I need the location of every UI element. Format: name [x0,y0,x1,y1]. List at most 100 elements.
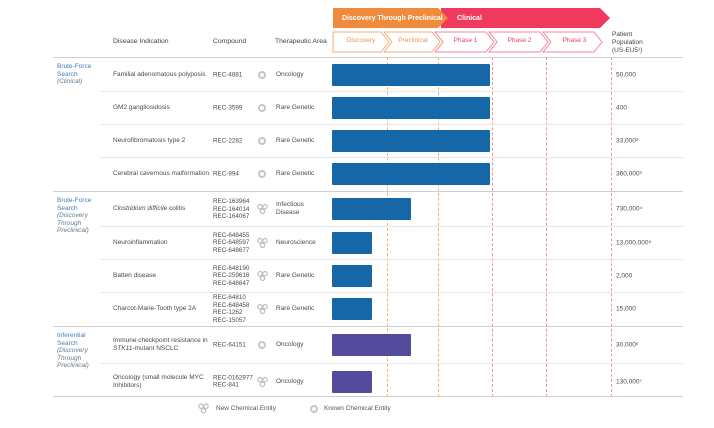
disease-indication: Clostridium difficile colitis [113,205,186,212]
new-chemical-entity-icon [198,403,209,414]
phase-label-phase-1: Phase 1 [453,37,478,44]
legend-label-known-chemical-entity: Known Chemical Entity [323,405,391,412]
pipeline-row: Immune checkpoint resistance in STK11-mu… [53,327,683,363]
patient-population-value: 13,000,000⁵ [616,239,652,246]
group-qualifier: (Discovery Through Preclinical) [57,347,89,369]
group-qualifier: (Discovery Through Preclinical) [57,212,89,234]
chevron-discovery [332,31,390,53]
therapeutic-area: Rare Genetic [276,103,315,111]
new-chemical-entity-icon [256,303,268,315]
pipeline-row: Batten disease REC-648190 REC-259618 REC-6… [53,259,683,292]
pipeline-row: Neurofibromatosis type 2 REC-2282 Rare G… [53,124,683,157]
group-title: Brute-Force Search [57,63,92,78]
entity-icon-slot [255,237,269,248]
compound-list: REC-648190 REC-259618 REC-648647 [213,264,250,287]
progress-bar [332,198,411,220]
compound-list: REC-64151 [213,341,246,349]
gridline-phase3-end [611,57,612,397]
entity-icon-slot [255,203,269,215]
patient-population-header: Patient Population (US-EU5¹) [612,31,686,55]
pipeline-row: GM2 gangliosidosis REC-3599 Rare Genetic… [53,91,683,124]
chevron-preclinical [382,31,441,53]
patient-population-value: 400 [616,104,627,111]
patient-population-header-line3: (US-EU5¹) [612,47,643,54]
disease-indication: Charcot-Marie-Tooth type 2A [113,305,197,312]
pipeline-group: Brute-Force Search (Clinical) Familial a… [53,57,683,191]
pipeline-row: Familial adenomatous polyposis REC-4881 … [53,58,683,91]
disease-indication: Neurofibromatosis type 2 [113,136,186,144]
group-label: Inferential Search (Discovery Through Pr… [57,332,104,370]
new-chemical-entity-icon [256,270,268,281]
known-chemical-entity-icon [258,170,266,178]
therapeutic-area: Oncology [276,377,304,385]
compound-list: REC-4881 [213,70,243,78]
compound-list: REC-648455 REC-648597 REC-648677 [213,231,250,254]
new-chemical-entity-icon [256,237,268,248]
disease-indication: GM2 gangliosidosis [113,103,170,111]
group-label: Brute-Force Search (Clinical) [57,63,104,86]
entity-icon-slot [255,341,269,349]
progress-bar [332,231,372,254]
group-label: Brute-Force Search (Discovery Through Pr… [57,197,104,235]
patient-population-value: 30,000⁶ [616,341,639,349]
pipeline-table: Brute-Force Search (Clinical) Familial a… [0,57,714,400]
clinical-banner: Clinical [441,8,610,28]
discovery-preclinical-banner: Discovery Through Preclinical [333,8,448,28]
pipeline-group: Inferential Search (Discovery Through Pr… [53,326,683,400]
known-chemical-entity-icon [258,341,266,349]
discovery-preclinical-banner-label: Discovery Through Preclinical [342,14,443,22]
known-chemical-entity-icon [309,404,318,413]
chart-header: Clinical Discovery Through Preclinical D… [0,0,714,57]
progress-bar [332,370,372,393]
chevron-phase-1 [433,31,495,53]
therapeutic-area: Rare Genetic [276,305,315,312]
entity-icon-slot [255,136,269,145]
entity-icon-slot [255,376,269,387]
entity-icon-slot [255,270,269,281]
compound-list: REC-994 [213,170,239,178]
patient-population-value: 2,000 [616,272,633,279]
phase-label-phase-3: Phase 3 [562,37,587,44]
compound-list: REC-2282 [213,136,243,144]
phase-label-phase-2: Phase 2 [507,37,532,44]
compound-list: REC-163964 REC-164014 REC-164067 [213,197,250,220]
column-header-therapeutic-area: Therapeutic Area [275,38,327,45]
therapeutic-area: Rare Genetic [276,136,315,144]
known-chemical-entity-icon [258,103,266,112]
gridline-discovery-end [387,57,388,397]
entity-icon-slot [255,103,269,112]
chevron-phase-3 [541,31,603,53]
group-qualifier: (Clinical) [57,78,83,85]
new-chemical-entity-icon [256,203,268,215]
entity-icon-slot [255,70,269,79]
progress-bar [332,264,372,287]
table-bottom-border [53,396,683,397]
disease-indication: Neuroinflammation [113,238,168,246]
column-header-compound: Compound [213,38,247,45]
progress-bar [332,96,490,119]
disease-indication: Immune checkpoint resistance in STK11-mu… [113,337,208,352]
progress-bar [332,163,490,185]
pipeline-row: Charcot-Marie-Tooth type 2A REC-64810 REC… [53,292,683,326]
therapeutic-area: Oncology [276,70,304,78]
known-chemical-entity-icon [258,136,266,145]
therapeutic-area: Oncology [276,341,304,348]
progress-bar [332,63,490,86]
patient-population-value: 15,000 [616,305,636,313]
patient-population-header-line2: Population [612,39,643,46]
gridline-preclinical-end [438,57,439,397]
disease-indication: Batten disease [113,271,157,279]
chevron-phase-2 [487,31,549,53]
therapeutic-area: Rare Genetic [276,271,315,279]
patient-population-value: 130,000⁷ [616,378,642,385]
clinical-banner-label: Clinical [457,14,482,22]
phase-label-discovery: Discovery [346,37,376,44]
compound-list: REC-0162977 REC-841 [213,374,253,389]
patient-population-value: 360,000³ [616,170,642,178]
disease-indication: Oncology (small molecule MYC Inhibitors) [113,373,204,389]
phase-chevrons [332,31,603,53]
pipeline-row: Oncology (small molecule MYC Inhibitors)… [53,363,683,400]
column-header-disease-indication: Disease Indication [113,38,169,45]
known-chemical-entity-icon [258,70,266,79]
